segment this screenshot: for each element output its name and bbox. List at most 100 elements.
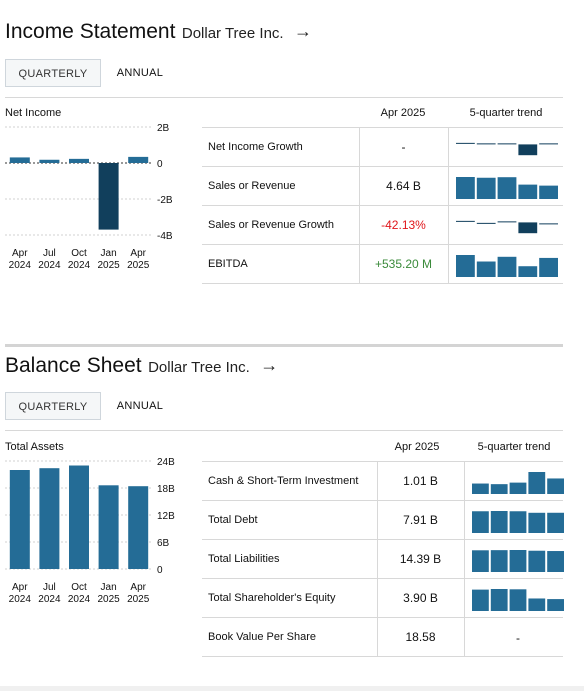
trend-bar: [490, 510, 508, 533]
y-tick-label: 18B: [157, 484, 175, 495]
trend-bar: [528, 512, 546, 533]
tab-annual[interactable]: ANNUAL: [116, 400, 164, 412]
bar[interactable]: [128, 486, 149, 569]
trend-bar: [518, 265, 538, 277]
table-row: Total Debt 7.91 B: [202, 500, 564, 540]
trend-cell[interactable]: [456, 175, 558, 199]
metric-value: 1.01 B: [403, 473, 438, 488]
column-separator: [464, 540, 465, 579]
x-tick-label-line: 2024: [38, 594, 61, 605]
column-separator: [377, 540, 378, 579]
metric-label: Total Shareholder's Equity: [208, 591, 336, 604]
x-tick-label: Apr 2024: [9, 248, 32, 271]
trend-bar: [539, 185, 558, 199]
bar[interactable]: [39, 468, 60, 569]
metric-value: 18.58: [405, 629, 436, 644]
trend-bar: [539, 257, 558, 277]
trend-bar: [518, 143, 538, 155]
trend-bar: [528, 550, 546, 572]
x-tick-label-line: 2024: [68, 260, 91, 271]
table-row: Total Liabilities 14.39 B: [202, 539, 564, 579]
trend-cell[interactable]: [472, 470, 564, 494]
trend-cell[interactable]: [456, 214, 558, 238]
x-tick-label-line: 2025: [97, 260, 120, 271]
table-row: Total Shareholder's Equity 3.90 B: [202, 578, 564, 618]
balance-sheet-header[interactable]: Balance Sheet Dollar Tree Inc. →: [5, 354, 278, 384]
bar[interactable]: [98, 163, 119, 230]
page-footer-bar: [0, 686, 584, 691]
income-statement-header[interactable]: Income Statement Dollar Tree Inc. →: [5, 20, 312, 50]
section-title[interactable]: Balance Sheet: [5, 354, 142, 377]
x-tick-label-line: Jul: [43, 582, 56, 593]
trend-cell[interactable]: [472, 587, 564, 611]
column-separator: [359, 245, 360, 284]
x-tick-label: Apr 2025: [127, 582, 150, 605]
tab-quarterly[interactable]: QUARTERLY: [5, 59, 101, 87]
trend-sparkline: [472, 549, 564, 572]
trend-bar: [528, 597, 546, 611]
metric-label: Cash & Short-Term Investment: [208, 474, 359, 487]
trend-bar: [456, 254, 475, 277]
arrow-right-icon[interactable]: →: [260, 355, 279, 375]
x-tick-label-line: 2024: [9, 260, 32, 271]
bar[interactable]: [128, 156, 149, 163]
trend-bar: [490, 549, 508, 572]
x-tick-label: Oct 2024: [68, 248, 91, 271]
company-name[interactable]: Dollar Tree Inc.: [181, 25, 284, 42]
trend-bar: [472, 483, 489, 494]
bar[interactable]: [98, 485, 119, 569]
trend-bar: [547, 477, 564, 494]
trend-bar: [472, 589, 489, 611]
bar[interactable]: [39, 159, 60, 163]
arrow-right-icon[interactable]: →: [294, 21, 313, 41]
section-divider: [5, 344, 563, 347]
x-tick-label-line: Apr: [130, 582, 146, 593]
trend-bar: [528, 471, 546, 494]
column-header-trend: 5-quarter trend: [477, 441, 551, 453]
trend-bar: [490, 483, 508, 494]
column-separator: [448, 245, 449, 284]
x-tick-label: Jul 2024: [38, 582, 61, 605]
x-tick-label: Oct 2024: [68, 582, 91, 605]
column-separator: [359, 128, 360, 167]
divider: [5, 97, 563, 98]
trend-cell[interactable]: [472, 509, 564, 533]
trend-sparkline: [472, 510, 564, 533]
trend-cell[interactable]: [456, 253, 558, 277]
column-separator: [464, 579, 465, 618]
y-tick-label: -2B: [157, 195, 173, 206]
bar[interactable]: [69, 465, 89, 570]
section-title[interactable]: Income Statement: [5, 20, 176, 43]
y-tick-label: 2B: [157, 123, 170, 134]
company-name[interactable]: Dollar Tree Inc.: [148, 359, 250, 376]
x-tick-label-line: Oct: [71, 248, 87, 259]
trend-cell[interactable]: [472, 548, 564, 572]
metric-value: 4.64 B: [386, 178, 421, 193]
trend-bar: [518, 184, 538, 199]
trend-cell[interactable]: -: [472, 626, 564, 650]
x-tick-label-line: Apr: [130, 248, 146, 259]
trend-sparkline: [472, 588, 564, 611]
bar[interactable]: [9, 157, 30, 163]
column-separator: [448, 206, 449, 245]
bar[interactable]: [9, 470, 30, 569]
trend-bar: [476, 261, 496, 277]
bar[interactable]: [69, 158, 89, 163]
tab-annual[interactable]: ANNUAL: [116, 67, 164, 79]
table-bottom-rule: [202, 283, 563, 284]
period-tabs: QUARTERLY ANNUAL: [5, 59, 185, 87]
x-tick-label-line: Apr: [12, 248, 28, 259]
trend-bar: [497, 256, 517, 277]
column-separator: [377, 501, 378, 540]
trend-cell[interactable]: [456, 136, 558, 160]
y-tick-label: -4B: [157, 231, 173, 242]
metric-value: -42.13%: [381, 217, 426, 232]
column-separator: [359, 167, 360, 206]
trend-bar: [472, 549, 489, 572]
trend-bar: [497, 176, 517, 199]
column-separator: [464, 462, 465, 501]
column-separator: [448, 128, 449, 167]
x-tick-label-line: 2024: [38, 260, 61, 271]
tab-quarterly[interactable]: QUARTERLY: [5, 392, 101, 420]
